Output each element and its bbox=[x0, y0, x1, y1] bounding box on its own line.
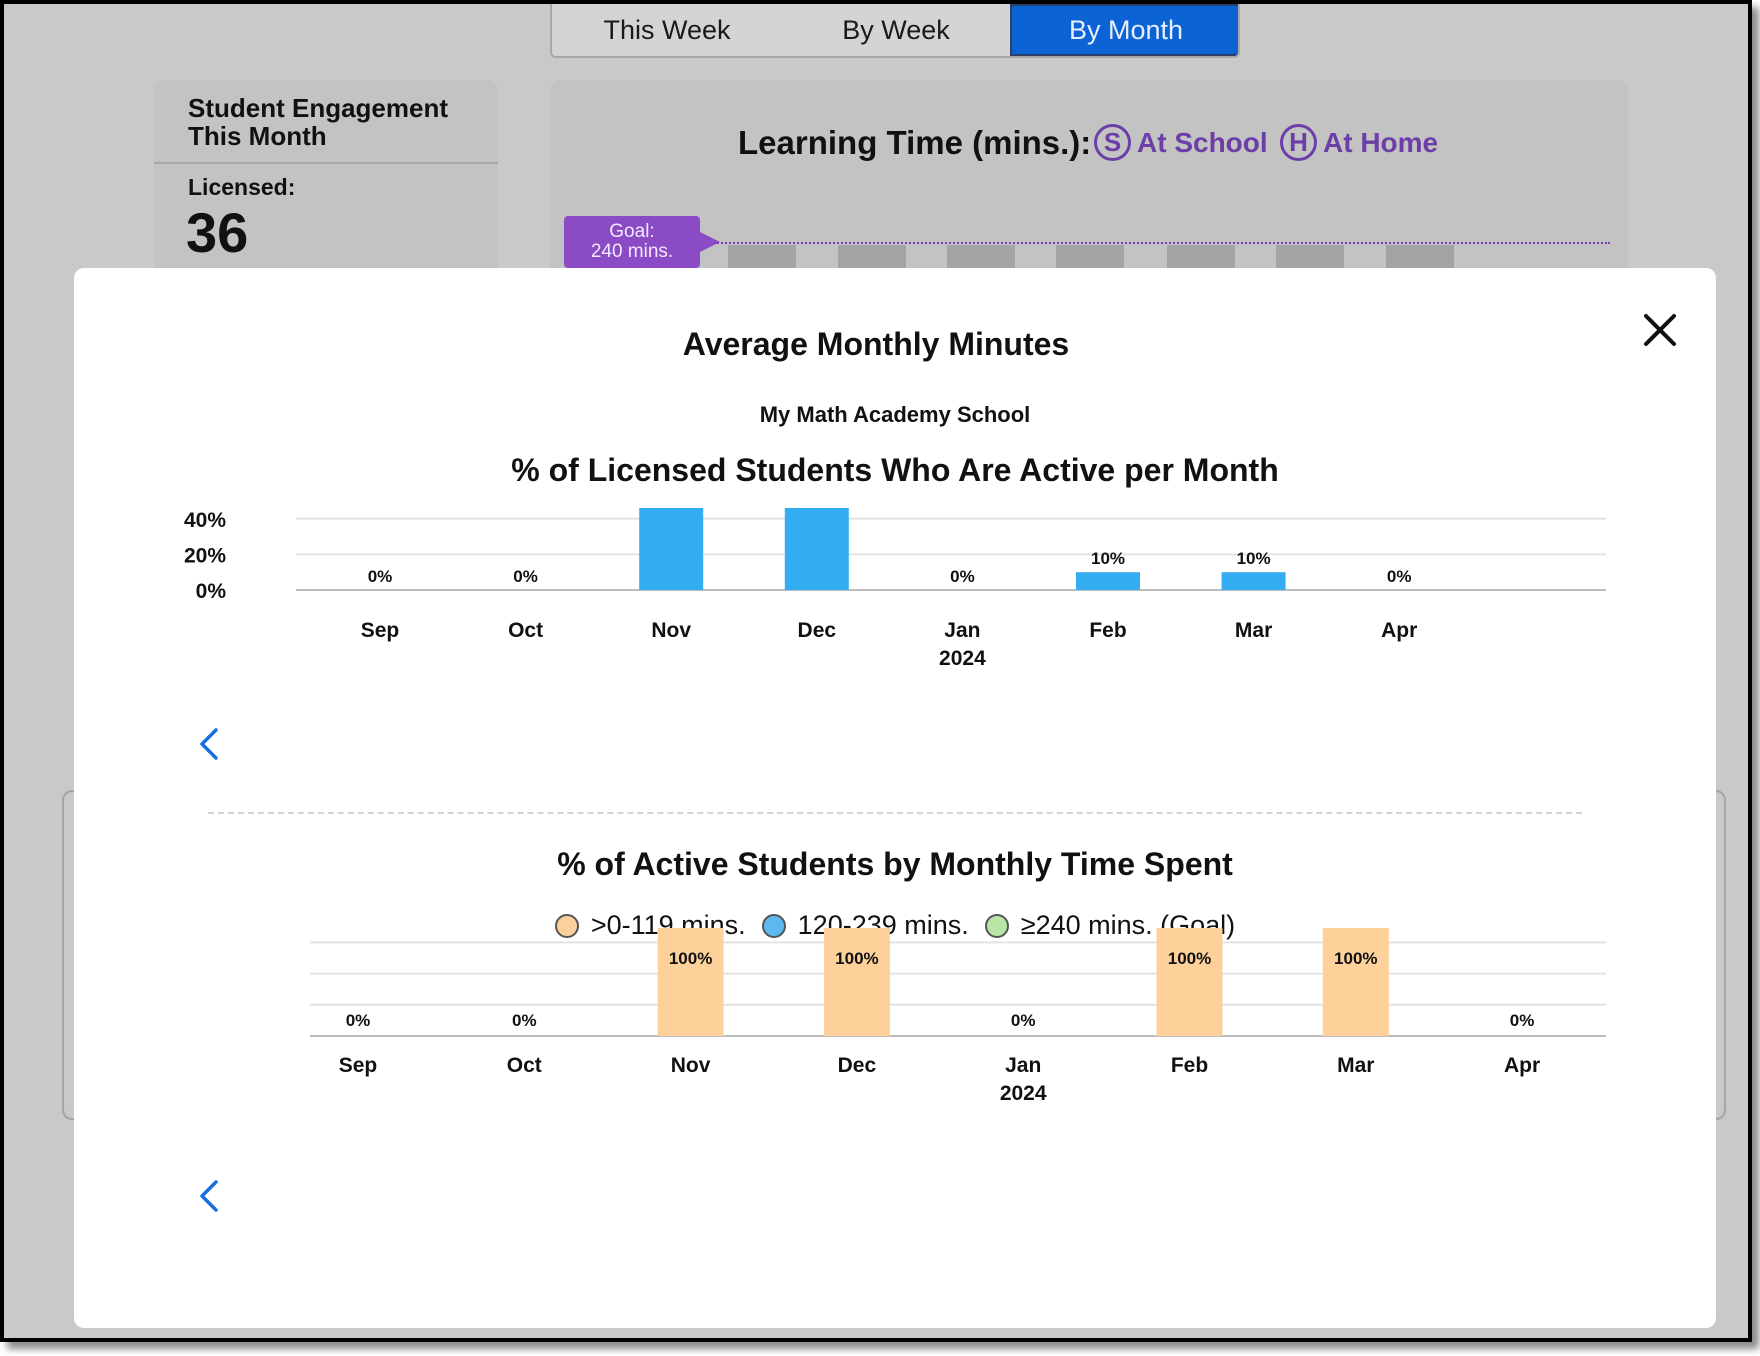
active-students-chart-title: % of Licensed Students Who Are Active pe… bbox=[511, 452, 1279, 488]
time-spent-chart-title: % of Active Students by Monthly Time Spe… bbox=[557, 846, 1233, 882]
legend-swatch-green bbox=[984, 913, 1009, 938]
school-name: My Math Academy School bbox=[759, 402, 1031, 427]
legend-swatch-blue bbox=[761, 913, 786, 938]
legend-at-school: S At School bbox=[1094, 124, 1268, 161]
x-tick-label: Apr bbox=[1504, 1054, 1540, 1077]
modal-title: Average Monthly Minutes bbox=[682, 326, 1070, 362]
tab-this-week[interactable]: This Week bbox=[603, 14, 731, 45]
bar bbox=[1076, 572, 1140, 590]
year-label: 2024 bbox=[1000, 1082, 1047, 1105]
x-tick-label: Dec bbox=[798, 619, 837, 642]
x-tick-label: Oct bbox=[507, 1054, 542, 1077]
tab-by-week[interactable]: By Week bbox=[842, 14, 950, 45]
x-tick-label: Jan bbox=[1005, 1054, 1041, 1077]
section-divider bbox=[208, 812, 1582, 814]
school-icon: S bbox=[1094, 124, 1131, 161]
bar-value-label: 0% bbox=[1510, 1011, 1535, 1030]
x-tick-label: Feb bbox=[1089, 619, 1126, 642]
time-spent-chart: 0% Sep 0% Oct 100% Nov 100% Dec 0% Jan 2024 100% Feb… bbox=[310, 928, 1606, 1105]
bar-value-label: 0% bbox=[1011, 1011, 1036, 1030]
legend-at-home-label: At Home bbox=[1323, 126, 1439, 158]
licensed-label: Licensed: bbox=[188, 174, 296, 200]
bar-value-label: 100% bbox=[1334, 949, 1377, 968]
bar-value-label: 0% bbox=[950, 567, 975, 586]
chevron-left-icon[interactable] bbox=[194, 1176, 224, 1216]
active-students-chart: 0%20%40%60%80%Goal: 100%0%Sep0%Oct100%No… bbox=[184, 508, 1606, 670]
legend-at-school-label: At School bbox=[1137, 126, 1268, 158]
learning-goal-line1: Goal: bbox=[609, 221, 655, 242]
bar-value-label: 100% bbox=[669, 949, 712, 968]
close-icon[interactable] bbox=[1640, 310, 1680, 350]
engagement-divider bbox=[154, 162, 498, 164]
view-tabs: This Week By Week By Month bbox=[550, 4, 1240, 58]
monthly-minutes-modal: Average Monthly Minutes My Math Academy … bbox=[74, 268, 1716, 1328]
x-tick-label: Feb bbox=[1171, 1054, 1208, 1077]
x-tick-label: Nov bbox=[651, 619, 691, 642]
x-tick-label: Dec bbox=[838, 1054, 877, 1077]
bar-value-label: 100% bbox=[835, 949, 878, 968]
tab-by-month[interactable]: By Month bbox=[1010, 4, 1238, 56]
x-tick-label: Mar bbox=[1337, 1054, 1374, 1077]
learning-goal-line2: 240 mins. bbox=[590, 241, 674, 262]
learning-time-title: Learning Time (mins.): bbox=[738, 124, 1092, 161]
bar bbox=[1221, 572, 1286, 590]
licensed-value: 36 bbox=[186, 201, 249, 264]
legend-at-home: H At Home bbox=[1280, 124, 1438, 161]
y-tick-label: 20% bbox=[184, 544, 226, 567]
home-icon: H bbox=[1280, 124, 1317, 161]
x-tick-label: Jan bbox=[944, 619, 980, 642]
bar-value-label: 100% bbox=[1168, 949, 1211, 968]
bar-segment bbox=[823, 928, 890, 1036]
bar-value-label: 0% bbox=[1387, 567, 1412, 586]
bar-segment bbox=[1156, 928, 1223, 1036]
x-tick-label: Oct bbox=[508, 619, 543, 642]
x-tick-label: Apr bbox=[1381, 619, 1417, 642]
bar-value-label: 0% bbox=[513, 567, 538, 586]
bar-value-label: 0% bbox=[368, 567, 393, 586]
x-tick-label: Nov bbox=[671, 1054, 711, 1077]
bar-value-label: 10% bbox=[1237, 549, 1271, 568]
x-tick-label: Sep bbox=[361, 619, 400, 642]
bar-value-label: 0% bbox=[512, 1011, 537, 1030]
bar bbox=[639, 508, 704, 590]
bar-value-label: 0% bbox=[346, 1011, 371, 1030]
learning-goal-line bbox=[714, 242, 1610, 244]
engagement-title-line1: Student Engagement bbox=[188, 93, 449, 123]
bar-value-label: 10% bbox=[1091, 549, 1125, 568]
engagement-title-line2: This Month bbox=[188, 121, 327, 151]
y-tick-label: 40% bbox=[184, 509, 226, 532]
bar bbox=[784, 508, 849, 590]
bar-segment bbox=[657, 928, 724, 1036]
chevron-left-icon[interactable] bbox=[194, 724, 224, 764]
bar-segment bbox=[1322, 928, 1389, 1036]
engagement-title: Student Engagement This Month bbox=[188, 94, 448, 150]
y-tick-label: 0% bbox=[196, 580, 227, 603]
year-label: 2024 bbox=[939, 647, 986, 670]
x-tick-label: Mar bbox=[1235, 619, 1272, 642]
x-tick-label: Sep bbox=[339, 1054, 378, 1077]
legend-swatch-orange bbox=[554, 913, 579, 938]
learning-goal-tag: Goal: 240 mins. bbox=[564, 216, 720, 268]
